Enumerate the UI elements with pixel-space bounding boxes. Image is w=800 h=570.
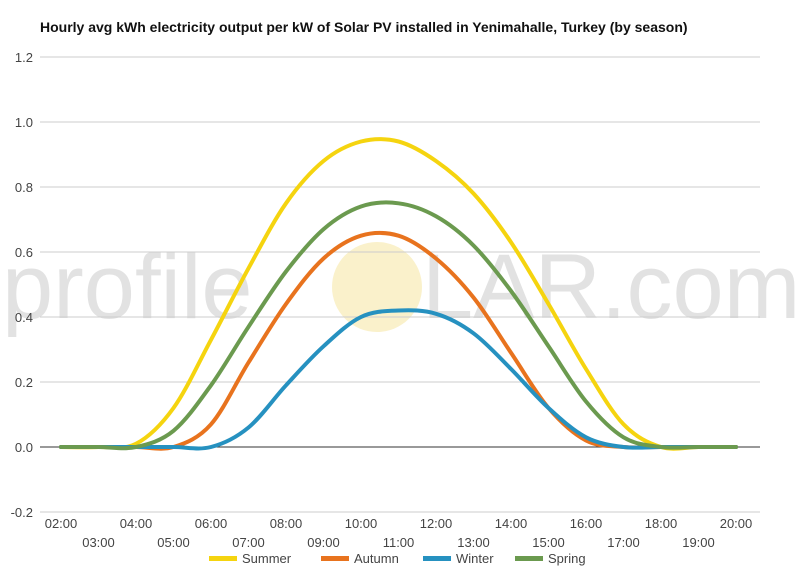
- watermark: profile LAR.com: [2, 236, 800, 338]
- x-tick-label: 13:00: [457, 535, 490, 550]
- legend-swatch: [515, 556, 543, 561]
- x-tick-label: 10:00: [345, 516, 378, 531]
- x-tick-label: 18:00: [645, 516, 678, 531]
- x-tick-label: 03:00: [82, 535, 115, 550]
- x-tick-label: 14:00: [495, 516, 528, 531]
- legend-label: Spring: [548, 551, 586, 566]
- series-line-summer: [59, 137, 738, 451]
- series-line-winter: [59, 308, 738, 451]
- legend-swatch: [423, 556, 451, 561]
- legend-label: Autumn: [354, 551, 399, 566]
- y-axis: -0.2 0.0 0.2 0.4 0.6 0.8 1.0 1.2: [11, 50, 33, 520]
- x-tick-label: 12:00: [420, 516, 453, 531]
- x-tick-label: 17:00: [607, 535, 640, 550]
- legend-swatch: [209, 556, 237, 561]
- series-line-spring: [59, 200, 738, 451]
- x-tick-label: 09:00: [307, 535, 340, 550]
- chart-title: Hourly avg kWh electricity output per kW…: [40, 19, 688, 35]
- x-tick-label: 02:00: [45, 516, 78, 531]
- y-tick-label: 1.2: [15, 50, 33, 65]
- y-tick-label: 0.6: [15, 245, 33, 260]
- series-lines: [59, 137, 738, 451]
- y-tick-label: -0.2: [11, 505, 33, 520]
- watermark-sun-icon: [332, 242, 422, 332]
- x-tick-label: 16:00: [570, 516, 603, 531]
- y-tick-label: 0.4: [15, 310, 33, 325]
- x-tick-label: 05:00: [157, 535, 190, 550]
- watermark-text-left: profile: [2, 236, 253, 338]
- y-tick-label: 0.0: [15, 440, 33, 455]
- y-tick-label: 0.2: [15, 375, 33, 390]
- x-tick-label: 11:00: [383, 535, 415, 550]
- legend-item-summer: Summer: [209, 551, 292, 566]
- legend-item-winter: Winter: [423, 551, 494, 566]
- legend: Summer Autumn Winter Spring: [209, 551, 586, 566]
- grid: [40, 56, 760, 513]
- legend-item-autumn: Autumn: [321, 551, 399, 566]
- x-tick-label: 04:00: [120, 516, 153, 531]
- x-tick-label: 19:00: [682, 535, 715, 550]
- watermark-text-right: LAR.com: [422, 236, 800, 338]
- x-tick-label: 15:00: [532, 535, 565, 550]
- legend-label: Winter: [456, 551, 494, 566]
- y-tick-label: 0.8: [15, 180, 33, 195]
- legend-item-spring: Spring: [515, 551, 586, 566]
- x-axis: 02:00 03:00 04:00 05:00 06:00 07:00 08:00 09:00…: [45, 516, 753, 550]
- x-tick-label: 07:00: [232, 535, 265, 550]
- x-tick-label: 06:00: [195, 516, 228, 531]
- x-tick-label: 08:00: [270, 516, 303, 531]
- y-tick-label: 1.0: [15, 115, 33, 130]
- legend-swatch: [321, 556, 349, 561]
- legend-label: Summer: [242, 551, 292, 566]
- x-tick-label: 20:00: [720, 516, 753, 531]
